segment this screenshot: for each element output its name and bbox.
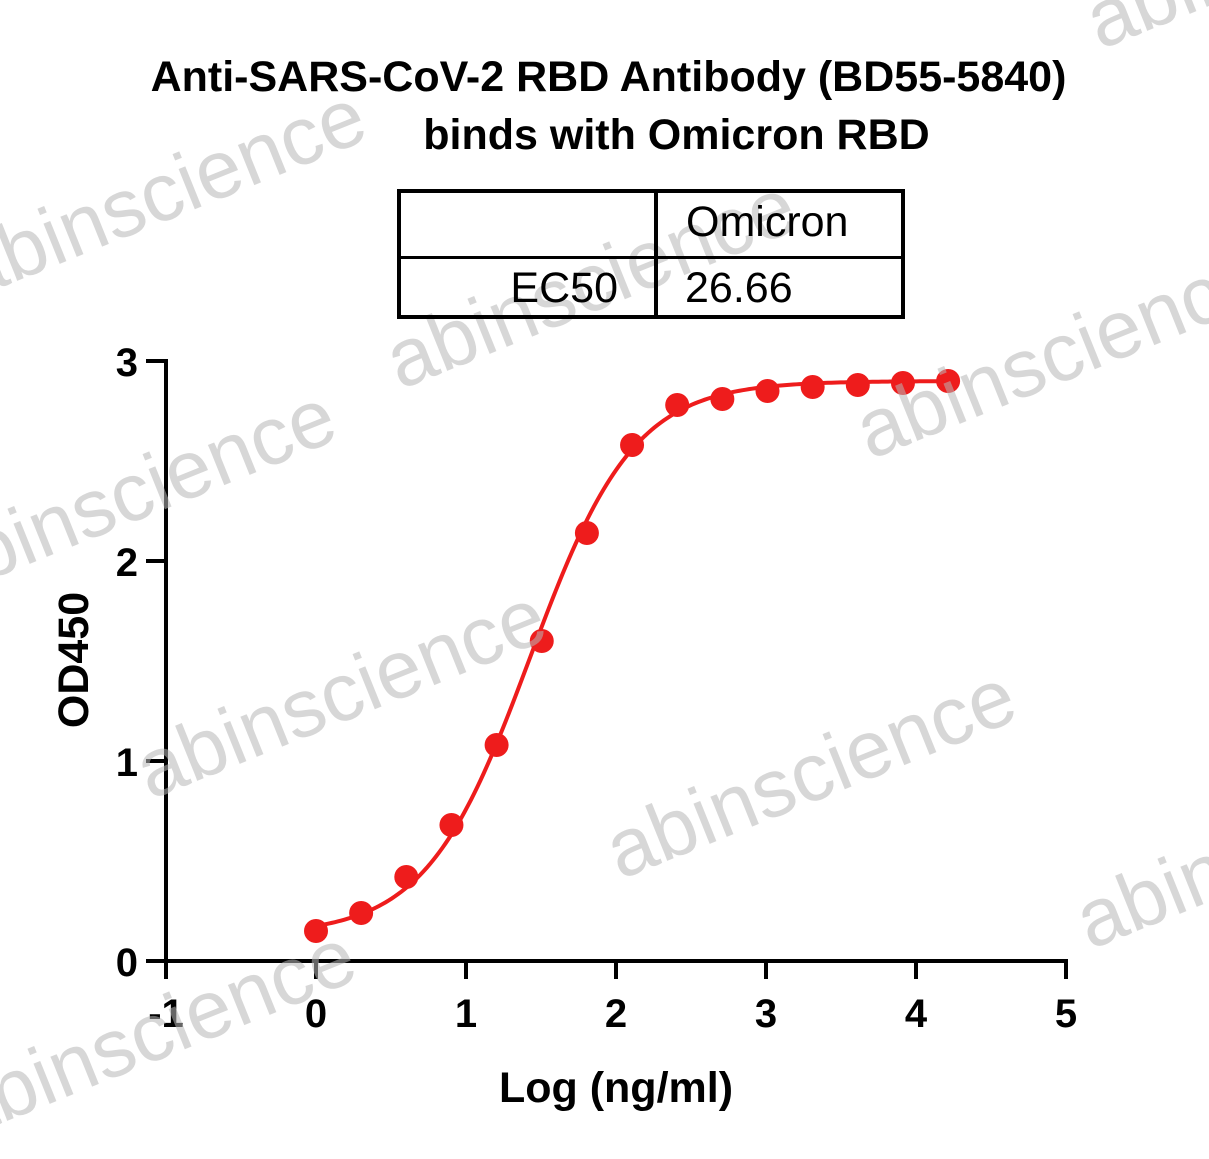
data-point <box>890 371 915 395</box>
x-tick-label: 5 <box>1055 992 1077 1036</box>
watermark-text: abinscience <box>0 370 348 617</box>
data-point <box>304 919 328 943</box>
x-tick-label: 1 <box>455 992 477 1036</box>
x-tick-label: 4 <box>905 992 928 1036</box>
table-column-header: Omicron <box>686 198 849 246</box>
watermark-text: abinscience <box>593 650 1029 897</box>
table-divider <box>654 193 658 315</box>
x-tick-label: 0 <box>305 992 327 1036</box>
data-point <box>394 865 419 889</box>
x-tick-label: -1 <box>148 992 184 1036</box>
table-row-label: EC50 <box>510 264 618 312</box>
chart-title-line1: Anti-SARS-CoV-2 RBD Antibody (BD55-5840) <box>150 53 1067 101</box>
table-data-row: EC50 26.66 <box>401 257 901 319</box>
x-tick-label: 3 <box>755 992 777 1036</box>
data-point <box>800 375 825 399</box>
data-point <box>574 521 599 545</box>
chart-title-line2: binds with Omicron RBD <box>423 111 930 159</box>
data-point <box>936 369 961 393</box>
y-tick-label: 1 <box>116 741 138 785</box>
watermark-text: abinscience <box>0 70 378 317</box>
y-tick-label: 2 <box>116 541 138 585</box>
data-point <box>484 733 509 757</box>
ec50-value: 26.66 <box>685 264 793 312</box>
data-point <box>845 373 870 397</box>
x-tick-label: 2 <box>605 992 627 1036</box>
data-points-layer <box>304 369 961 943</box>
axis-labels-layer: Log (ng/ml) OD450 <box>50 592 733 1112</box>
table-header-row: Omicron <box>401 193 901 259</box>
data-point <box>620 433 645 457</box>
data-point <box>755 379 780 403</box>
y-tick-label: 3 <box>116 341 138 385</box>
data-point <box>665 393 690 417</box>
x-axis-label: Log (ng/ml) <box>499 1064 733 1112</box>
data-point <box>349 901 374 925</box>
ec50-table: Omicron EC50 26.66 <box>397 189 905 319</box>
data-point <box>710 387 735 411</box>
data-point <box>529 629 554 653</box>
watermark-text: abinscience <box>1063 720 1209 967</box>
watermark-text: abinscience <box>123 570 559 817</box>
y-axis-label: OD450 <box>50 592 98 728</box>
data-point <box>439 813 464 837</box>
y-tick-label: 0 <box>116 941 138 985</box>
